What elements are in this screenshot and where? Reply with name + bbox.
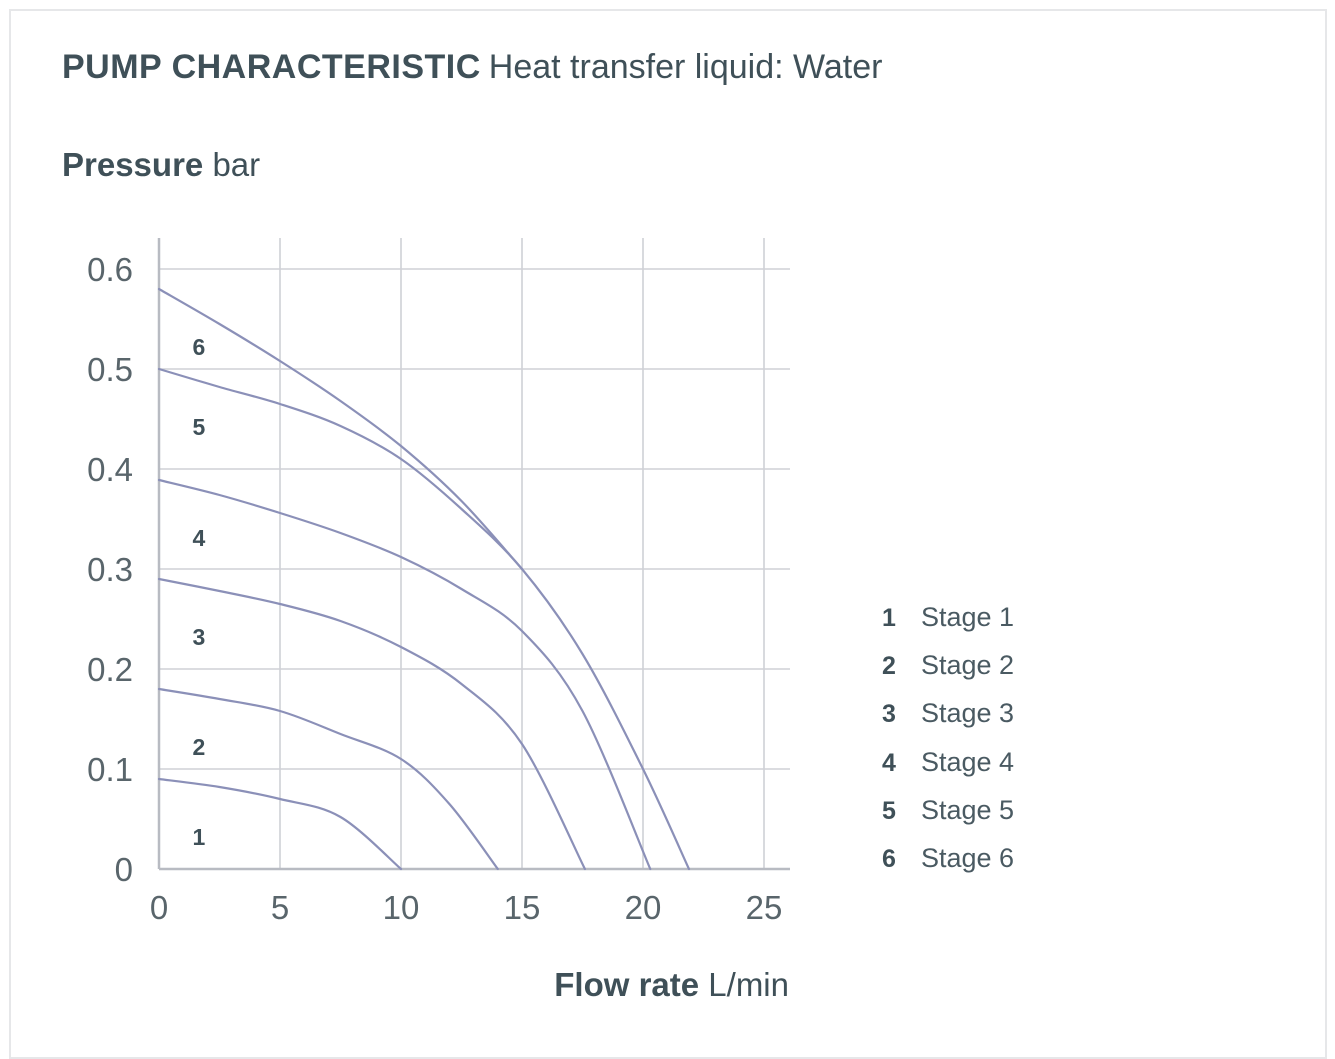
legend-label: Stage 2 [921,650,1015,681]
series-label-stage-6: 6 [193,334,206,360]
series-label-stage-1: 1 [193,824,206,850]
series-label-stage-5: 5 [193,414,206,440]
series-line-stage-1 [157,777,403,871]
legend-label: Stage 3 [921,698,1015,729]
legend-label: Stage 5 [921,794,1015,825]
y-axis-name: Pressure [62,146,204,183]
x-axis-name: Flow rate [554,966,700,1003]
series-line-stage-2 [157,687,499,871]
series-label-stage-2: 2 [193,734,206,760]
legend-number: 3 [882,700,896,729]
x-axis-unit: L/min [708,966,789,1003]
legend-number: 1 [882,604,896,632]
x-axis-label: Flow rate L/min [554,966,789,1004]
y-tick-label: 0.4 [87,451,133,488]
x-tick-label: 5 [271,889,289,926]
series-line-stage-5 [157,367,691,871]
x-tick-label: 0 [150,889,168,926]
y-axis-label: Pressure bar [62,146,260,184]
legend-number: 4 [882,748,896,777]
legend-label: Stage 1 [921,602,1015,632]
x-tick-label: 25 [746,889,783,926]
legend-number: 5 [882,796,896,825]
y-tick-label: 0.1 [87,751,133,788]
legend-number: 2 [882,652,896,681]
y-tick-label: 0.2 [87,651,133,688]
x-tick-label: 10 [383,889,420,926]
series-label-stage-4: 4 [193,525,206,551]
legend-number: 6 [882,844,896,873]
series-line-stage-6 [157,287,524,571]
y-tick-label: 0.6 [87,251,133,288]
legend-label: Stage 6 [921,842,1015,873]
series-line-stage-3 [157,577,587,871]
x-tick-label: 20 [625,889,662,926]
series-label-stage-3: 3 [193,624,206,650]
y-tick-label: 0 [115,851,133,888]
x-tick-label: 15 [504,889,541,926]
y-axis-unit: bar [212,146,261,183]
y-tick-label: 0.5 [87,351,133,388]
chart-title-subtitle: Heat transfer liquid: Water [488,48,883,86]
series-line-stage-4 [157,478,652,871]
legend-label: Stage 4 [921,746,1015,777]
chart-title: PUMP CHARACTERISTIC Heat transfer liquid:… [62,48,882,87]
chart-title-bold: PUMP CHARACTERISTIC [62,48,481,86]
chart-card [9,9,1327,1059]
y-tick-label: 0.3 [87,551,133,588]
